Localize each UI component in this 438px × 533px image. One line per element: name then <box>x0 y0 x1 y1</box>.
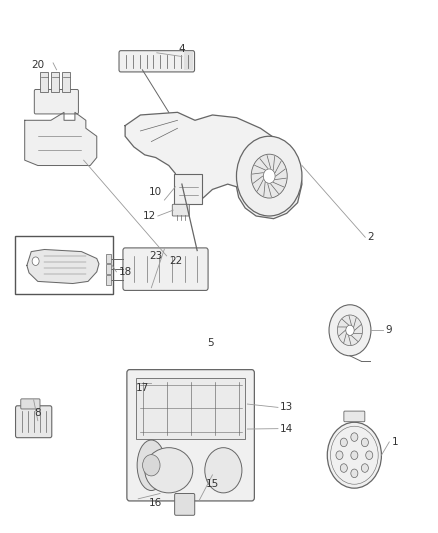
Ellipse shape <box>145 448 193 493</box>
Polygon shape <box>27 249 99 284</box>
FancyBboxPatch shape <box>15 236 113 294</box>
Polygon shape <box>25 112 97 165</box>
FancyBboxPatch shape <box>51 72 59 92</box>
Ellipse shape <box>137 440 166 490</box>
Text: 17: 17 <box>136 383 149 393</box>
FancyBboxPatch shape <box>15 406 52 438</box>
Ellipse shape <box>205 448 242 493</box>
FancyBboxPatch shape <box>119 51 194 72</box>
FancyBboxPatch shape <box>40 72 48 92</box>
FancyBboxPatch shape <box>106 264 111 274</box>
Circle shape <box>329 305 371 356</box>
FancyBboxPatch shape <box>127 369 254 501</box>
Circle shape <box>351 451 358 459</box>
Text: 18: 18 <box>119 267 132 277</box>
Circle shape <box>32 257 39 265</box>
Circle shape <box>351 469 358 478</box>
Circle shape <box>340 438 347 447</box>
Circle shape <box>263 169 275 183</box>
Text: 10: 10 <box>149 188 162 197</box>
Circle shape <box>336 451 343 459</box>
Text: 14: 14 <box>280 424 293 434</box>
FancyBboxPatch shape <box>123 248 208 290</box>
FancyBboxPatch shape <box>137 378 245 439</box>
Circle shape <box>361 464 368 472</box>
Text: 22: 22 <box>169 256 182 266</box>
Text: 13: 13 <box>280 402 293 413</box>
Text: 8: 8 <box>35 408 41 418</box>
Text: 12: 12 <box>142 211 155 221</box>
FancyBboxPatch shape <box>34 90 78 114</box>
FancyBboxPatch shape <box>21 399 40 409</box>
FancyBboxPatch shape <box>106 254 111 263</box>
FancyBboxPatch shape <box>175 494 195 515</box>
Circle shape <box>251 154 287 198</box>
Circle shape <box>340 464 347 472</box>
FancyBboxPatch shape <box>184 52 193 70</box>
Text: 5: 5 <box>207 338 214 348</box>
Circle shape <box>327 422 381 488</box>
Circle shape <box>361 438 368 447</box>
FancyBboxPatch shape <box>172 204 189 216</box>
Text: 9: 9 <box>385 325 392 335</box>
Circle shape <box>337 315 363 345</box>
Polygon shape <box>125 112 302 219</box>
Text: 20: 20 <box>31 60 44 70</box>
Circle shape <box>143 455 160 476</box>
Circle shape <box>346 325 354 335</box>
Circle shape <box>351 433 358 441</box>
FancyBboxPatch shape <box>62 72 70 92</box>
Circle shape <box>366 451 373 459</box>
Text: 16: 16 <box>149 498 162 508</box>
Text: 23: 23 <box>149 251 162 261</box>
FancyBboxPatch shape <box>174 174 202 204</box>
Text: 1: 1 <box>392 437 398 447</box>
FancyBboxPatch shape <box>106 275 111 285</box>
FancyBboxPatch shape <box>344 411 365 422</box>
Text: 2: 2 <box>367 232 374 243</box>
Circle shape <box>237 136 302 216</box>
Text: 15: 15 <box>206 479 219 489</box>
Text: 4: 4 <box>179 44 185 54</box>
